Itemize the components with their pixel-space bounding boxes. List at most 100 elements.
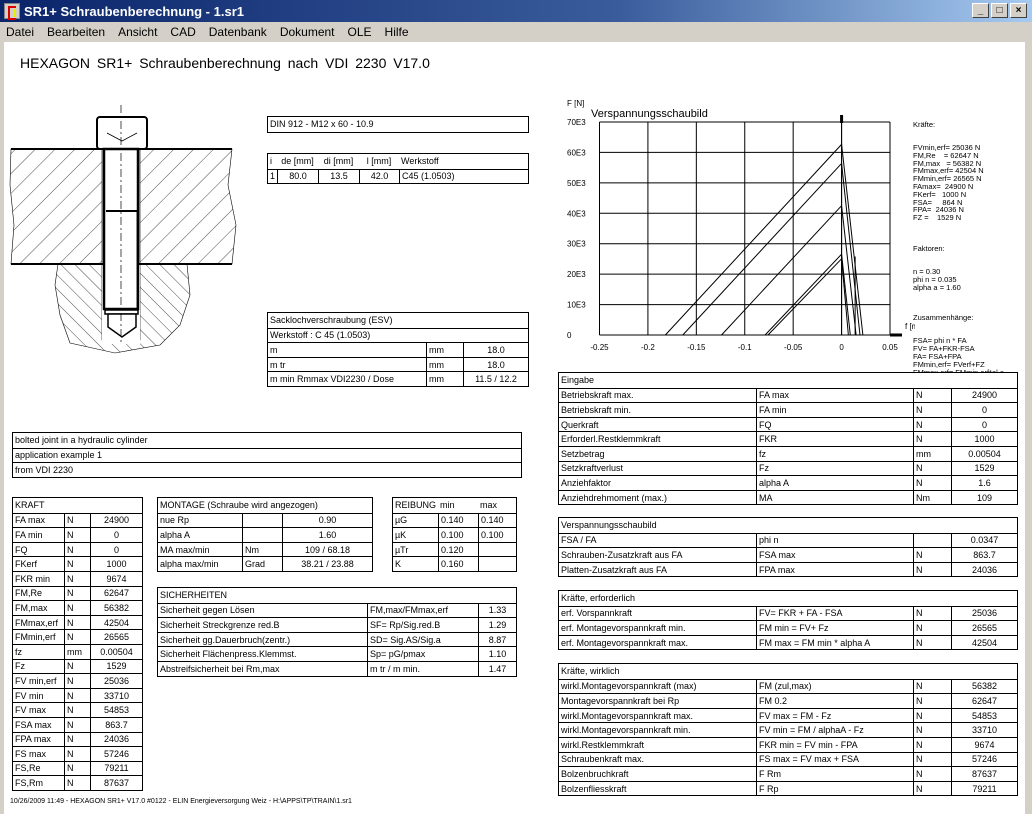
table-row: Fz N 1529 xyxy=(13,658,142,674)
column-header: Werkstoff xyxy=(401,156,439,167)
menu-cad[interactable]: CAD xyxy=(170,24,196,39)
table-cell: 0.100 xyxy=(478,528,516,542)
table-row: K 0.160 xyxy=(393,556,516,571)
table-cell: FKR min = FV min - FPA xyxy=(756,737,913,752)
table-title: SICHERHEITEN xyxy=(160,590,228,601)
table-subtitle-row: Werkstoff : C 45 (1.0503) xyxy=(268,327,528,343)
menu-hilfe[interactable]: Hilfe xyxy=(384,24,409,39)
table-cell: N xyxy=(913,767,951,781)
table-cell: 0.140 xyxy=(478,513,516,528)
y-tick-label: 0 xyxy=(567,331,572,340)
table-row: MA max/min Nm 109 / 68.18 xyxy=(158,541,372,557)
table-row: Anziehfaktor alpha A N 1.6 xyxy=(559,475,1017,490)
table-cell: N xyxy=(64,732,90,747)
table-cell: Montagevorspannkraft bei Rp xyxy=(561,695,680,706)
legend-line: phi n = 0.035 xyxy=(913,274,957,284)
table-cell: FM,max xyxy=(15,602,48,613)
table-row: Sicherheit Flächenpress.Klemmst. Sp= pG/p… xyxy=(158,646,516,661)
menu-datenbank[interactable]: Datenbank xyxy=(208,24,267,39)
table-row: wirkl.Restklemmkraft FKR min = FV min - F… xyxy=(559,736,1017,752)
table-cell: 0.160 xyxy=(438,557,478,571)
menu-datei[interactable]: Datei xyxy=(6,24,35,39)
layer-table: i de [mm] di [mm] l [mm] Werkstoff 1 80.0 13.5 4… xyxy=(267,153,529,185)
x-tick-label: -0.05 xyxy=(784,343,803,352)
table-cell: Sicherheit gg.Dauerbruch(zentr.) xyxy=(160,634,291,645)
table-cell: 8.87 xyxy=(478,632,516,647)
table-cell: mm xyxy=(426,343,463,357)
table-row: from VDI 2230 xyxy=(13,462,521,477)
table-row: FV max N 54853 xyxy=(13,702,142,717)
table-cell: FM max = FM min * alpha A xyxy=(756,635,913,650)
table-row: FS max N 57246 xyxy=(13,746,142,761)
table-cell: MA xyxy=(756,490,913,505)
menu-bearbeiten[interactable]: Bearbeiten xyxy=(47,24,106,39)
table-cell: MA max/min xyxy=(160,544,210,555)
kraefte-erforderlich-table: Kräfte, erforderlich erf. Vorspannkraft FV… xyxy=(558,590,1018,651)
table-title: Sacklochverschraubung (ESV) xyxy=(270,315,393,326)
table-cell: N xyxy=(913,694,951,708)
menu-ansicht[interactable]: Ansicht xyxy=(118,24,158,39)
legend-line: n = 0.30 xyxy=(913,266,941,276)
menu-ole[interactable]: OLE xyxy=(347,24,372,39)
table-cell: 38.21 / 23.88 xyxy=(282,557,372,571)
verspannung-table: Verspannungsschaubild FSA / FA phi n 0.0347… xyxy=(558,517,1018,578)
table-cell: N xyxy=(64,659,90,674)
table-cell: FKerf xyxy=(15,559,38,570)
table-cell xyxy=(913,533,951,548)
table-cell: N xyxy=(913,461,951,476)
table-cell: 79211 xyxy=(90,761,142,776)
table-cell: Abstreifsicherheit bei Rm,max xyxy=(160,663,280,674)
table-cell: mm xyxy=(913,446,951,461)
x-tick-label: -0.15 xyxy=(687,343,706,352)
diagram-line xyxy=(764,253,842,336)
table-cell: 24036 xyxy=(90,732,142,747)
legend-line: FM,max = 56382 N xyxy=(913,158,982,168)
table-cell: m tr xyxy=(270,359,286,370)
column-header: de [mm] xyxy=(281,156,314,167)
table-cell: 1000 xyxy=(951,432,1017,446)
table-row: FSA max N 863.7 xyxy=(13,716,142,732)
montage-table: MONTAGE (Schraube wird angezogen) nue Rp 0… xyxy=(157,497,373,572)
table-cell: 26565 xyxy=(90,630,142,644)
table-row: Abstreifsicherheit bei Rm,max m tr / m mi… xyxy=(158,660,516,676)
table-cell: 26565 xyxy=(951,621,1017,635)
table-cell: FV= FKR + FA - FSA xyxy=(756,606,913,621)
table-cell: FM (zul,max) xyxy=(756,679,913,694)
table-cell: N xyxy=(64,542,90,557)
x-tick-label: -0.25 xyxy=(590,343,609,352)
table-cell: FM 0.2 xyxy=(756,694,913,708)
table-cell: Querkraft xyxy=(561,419,599,430)
close-button[interactable]: × xyxy=(1010,3,1027,18)
app-icon[interactable] xyxy=(4,3,20,20)
x-tick-label: -0.2 xyxy=(641,343,655,352)
y-tick-label: 70E3 xyxy=(567,118,586,127)
table-cell: SD= Sig.AS/Sig.a xyxy=(367,632,478,647)
table-row: Querkraft FQ N 0 xyxy=(559,416,1017,432)
table-cell: FSA max xyxy=(756,548,913,562)
minimize-button[interactable]: _ xyxy=(972,3,989,18)
table-cell: N xyxy=(64,528,90,542)
menu-dokument[interactable]: Dokument xyxy=(279,24,335,39)
table-row: wirkl.Montagevorspannkraft (max) FM (zul,… xyxy=(559,678,1017,694)
y-tick-label: 40E3 xyxy=(567,209,586,218)
table-row: Montagevorspannkraft bei Rp FM 0.2 N 62647 xyxy=(559,693,1017,708)
table-cell: wirkl.Montagevorspannkraft min. xyxy=(561,725,691,736)
table-cell xyxy=(242,528,282,542)
status-footer: 10/26/2009 11:49 - HEXAGON SR1+ V17.0 #0… xyxy=(10,798,352,805)
table-cell: wirkl.Montagevorspannkraft (max) xyxy=(561,681,697,692)
table-row: µG 0.140 0.140 xyxy=(393,512,516,528)
table-cell: Fz xyxy=(756,461,913,476)
table-cell: N xyxy=(64,630,90,644)
table-row: alpha max/min Grad 38.21 / 23.88 xyxy=(158,556,372,571)
table-cell: N xyxy=(913,752,951,767)
table-cell: N xyxy=(913,562,951,577)
description-table: bolted joint in a hydraulic cylinder appl… xyxy=(12,432,522,478)
table-cell: Betriebskraft min. xyxy=(561,404,632,415)
table-cell: N xyxy=(64,571,90,586)
table-cell: FS,Re xyxy=(15,763,41,774)
maximize-button[interactable]: □ xyxy=(991,3,1008,18)
table-cell: 87637 xyxy=(90,776,142,790)
table-cell: phi n xyxy=(756,533,913,548)
table-cell: nue Rp xyxy=(160,515,190,526)
table-cell: 0.0347 xyxy=(951,533,1017,548)
